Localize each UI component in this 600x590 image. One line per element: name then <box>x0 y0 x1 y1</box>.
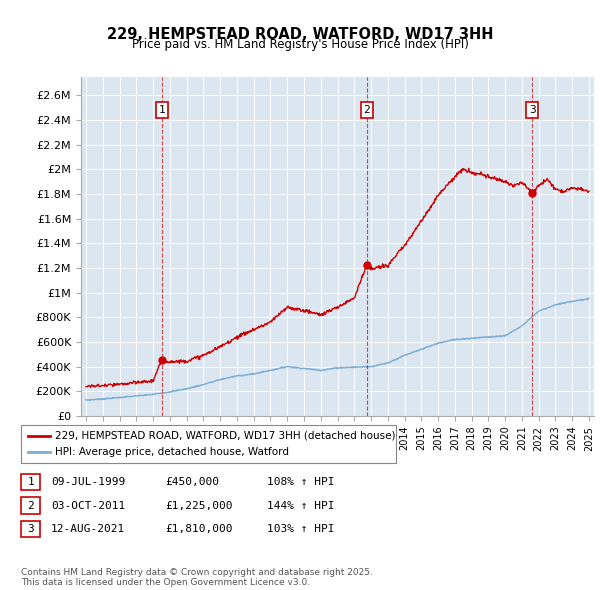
Text: 09-JUL-1999: 09-JUL-1999 <box>51 477 125 487</box>
Text: £1,810,000: £1,810,000 <box>165 525 233 534</box>
Text: 229, HEMPSTEAD ROAD, WATFORD, WD17 3HH: 229, HEMPSTEAD ROAD, WATFORD, WD17 3HH <box>107 27 493 41</box>
Text: 3: 3 <box>529 105 536 115</box>
Text: 229, HEMPSTEAD ROAD, WATFORD, WD17 3HH (detached house): 229, HEMPSTEAD ROAD, WATFORD, WD17 3HH (… <box>55 431 395 441</box>
Text: £450,000: £450,000 <box>165 477 219 487</box>
Text: 03-OCT-2011: 03-OCT-2011 <box>51 501 125 510</box>
Text: 2: 2 <box>27 501 34 510</box>
Text: Price paid vs. HM Land Registry's House Price Index (HPI): Price paid vs. HM Land Registry's House … <box>131 38 469 51</box>
Text: 108% ↑ HPI: 108% ↑ HPI <box>267 477 335 487</box>
Text: Contains HM Land Registry data © Crown copyright and database right 2025.
This d: Contains HM Land Registry data © Crown c… <box>21 568 373 587</box>
Text: 144% ↑ HPI: 144% ↑ HPI <box>267 501 335 510</box>
Text: 2: 2 <box>364 105 370 115</box>
Text: £1,225,000: £1,225,000 <box>165 501 233 510</box>
Text: 103% ↑ HPI: 103% ↑ HPI <box>267 525 335 534</box>
Text: 1: 1 <box>158 105 165 115</box>
Text: 1: 1 <box>27 477 34 487</box>
Text: HPI: Average price, detached house, Watford: HPI: Average price, detached house, Watf… <box>55 447 289 457</box>
Text: 12-AUG-2021: 12-AUG-2021 <box>51 525 125 534</box>
Text: 3: 3 <box>27 525 34 534</box>
